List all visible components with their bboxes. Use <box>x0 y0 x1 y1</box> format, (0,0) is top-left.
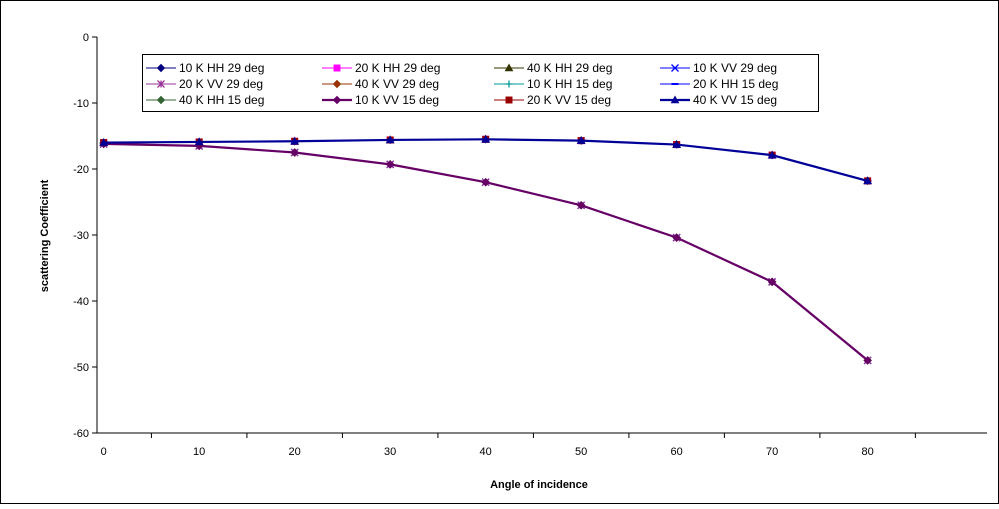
legend-item: 20 K VV 15 deg <box>494 93 611 107</box>
y-tick-label: -30 <box>73 230 89 242</box>
legend-marker <box>505 80 513 88</box>
data-point <box>99 138 109 146</box>
series-layer <box>99 134 872 365</box>
data-point <box>385 160 395 169</box>
data-point <box>385 135 395 144</box>
legend-marker <box>332 95 342 105</box>
x-tick-label: 10 <box>193 446 205 458</box>
legend-box <box>142 54 819 112</box>
legend-item: 20 K HH 29 deg <box>322 61 440 75</box>
legend: 10 K HH 29 deg 20 K HH 29 deg 40 K HH 29 d… <box>146 61 778 107</box>
legend-marker <box>157 80 165 88</box>
y-tick-label: -20 <box>73 164 89 176</box>
data-point <box>672 140 681 148</box>
y-tick-label: -10 <box>73 98 89 110</box>
legend-item: 20 K HH 15 deg <box>660 77 778 91</box>
legend-label: 10 K VV 29 deg <box>693 61 777 75</box>
legend-marker <box>504 63 514 72</box>
legend-item: 10 K HH 29 deg <box>146 61 264 75</box>
legend-marker <box>505 96 513 104</box>
data-point <box>672 233 681 242</box>
x-tick-label: 0 <box>101 446 107 458</box>
data-point <box>863 176 872 185</box>
x-tick-label: 60 <box>671 446 683 458</box>
x-axis-title: Angle of incidence <box>490 479 588 491</box>
y-tick-label: -60 <box>73 428 89 440</box>
legend-label: 20 K VV 15 deg <box>527 93 611 107</box>
legend-marker <box>671 64 679 72</box>
x-tick-label: 50 <box>575 446 587 458</box>
series-10 <box>99 139 872 365</box>
series-12 <box>99 134 872 185</box>
x-tick-label: 70 <box>766 446 778 458</box>
x-tick-label: 30 <box>384 446 396 458</box>
legend-label: 20 K VV 29 deg <box>179 77 263 91</box>
legend-label: 10 K HH 29 deg <box>179 61 264 75</box>
legend-item: 10 K VV 29 deg <box>660 61 777 75</box>
data-point <box>481 134 491 143</box>
legend-marker <box>156 95 166 105</box>
legend-item: 20 K VV 29 deg <box>146 77 263 91</box>
data-point <box>767 277 777 287</box>
x-tick-label: 20 <box>289 446 301 458</box>
legend-label: 40 K HH 15 deg <box>179 93 264 107</box>
data-point <box>863 356 872 365</box>
legend-item: 40 K VV 15 deg <box>660 93 777 107</box>
legend-marker <box>156 63 166 73</box>
legend-marker <box>333 64 341 72</box>
legend-item: 40 K HH 15 deg <box>146 93 264 107</box>
legend-item: 40 K HH 29 deg <box>494 61 612 75</box>
legend-label: 10 K VV 15 deg <box>355 93 439 107</box>
data-point <box>194 137 204 146</box>
data-point <box>290 148 299 157</box>
data-point <box>481 177 490 187</box>
y-tick-label: -40 <box>73 296 89 308</box>
y-axis-title: scattering Coefficient <box>39 179 51 292</box>
legend-marker <box>332 79 342 89</box>
x-tick-label: 80 <box>862 446 874 458</box>
data-point <box>576 201 586 210</box>
legend-label: 40 K HH 29 deg <box>527 61 612 75</box>
x-tick-label: 40 <box>480 446 492 458</box>
y-tick-label: -50 <box>73 362 89 374</box>
legend-item: 10 K HH 15 deg <box>494 77 612 91</box>
axes: 0 -10 -20 -30 -40 -50 -60 0 10 20 30 40 50 60 70 80 <box>73 32 987 458</box>
legend-label: 40 K VV 29 deg <box>355 77 439 91</box>
data-point <box>290 136 300 145</box>
legend-label: 20 K HH 15 deg <box>693 77 778 91</box>
legend-item: 40 K VV 29 deg <box>322 77 439 91</box>
y-tick-label: 0 <box>83 32 89 44</box>
legend-label: 40 K VV 15 deg <box>693 93 777 107</box>
data-point <box>767 150 777 159</box>
legend-label: 10 K HH 15 deg <box>527 77 612 91</box>
legend-label: 20 K HH 29 deg <box>355 61 440 75</box>
data-point <box>576 136 586 144</box>
legend-marker <box>670 95 680 104</box>
legend-item: 10 K VV 15 deg <box>322 93 439 107</box>
